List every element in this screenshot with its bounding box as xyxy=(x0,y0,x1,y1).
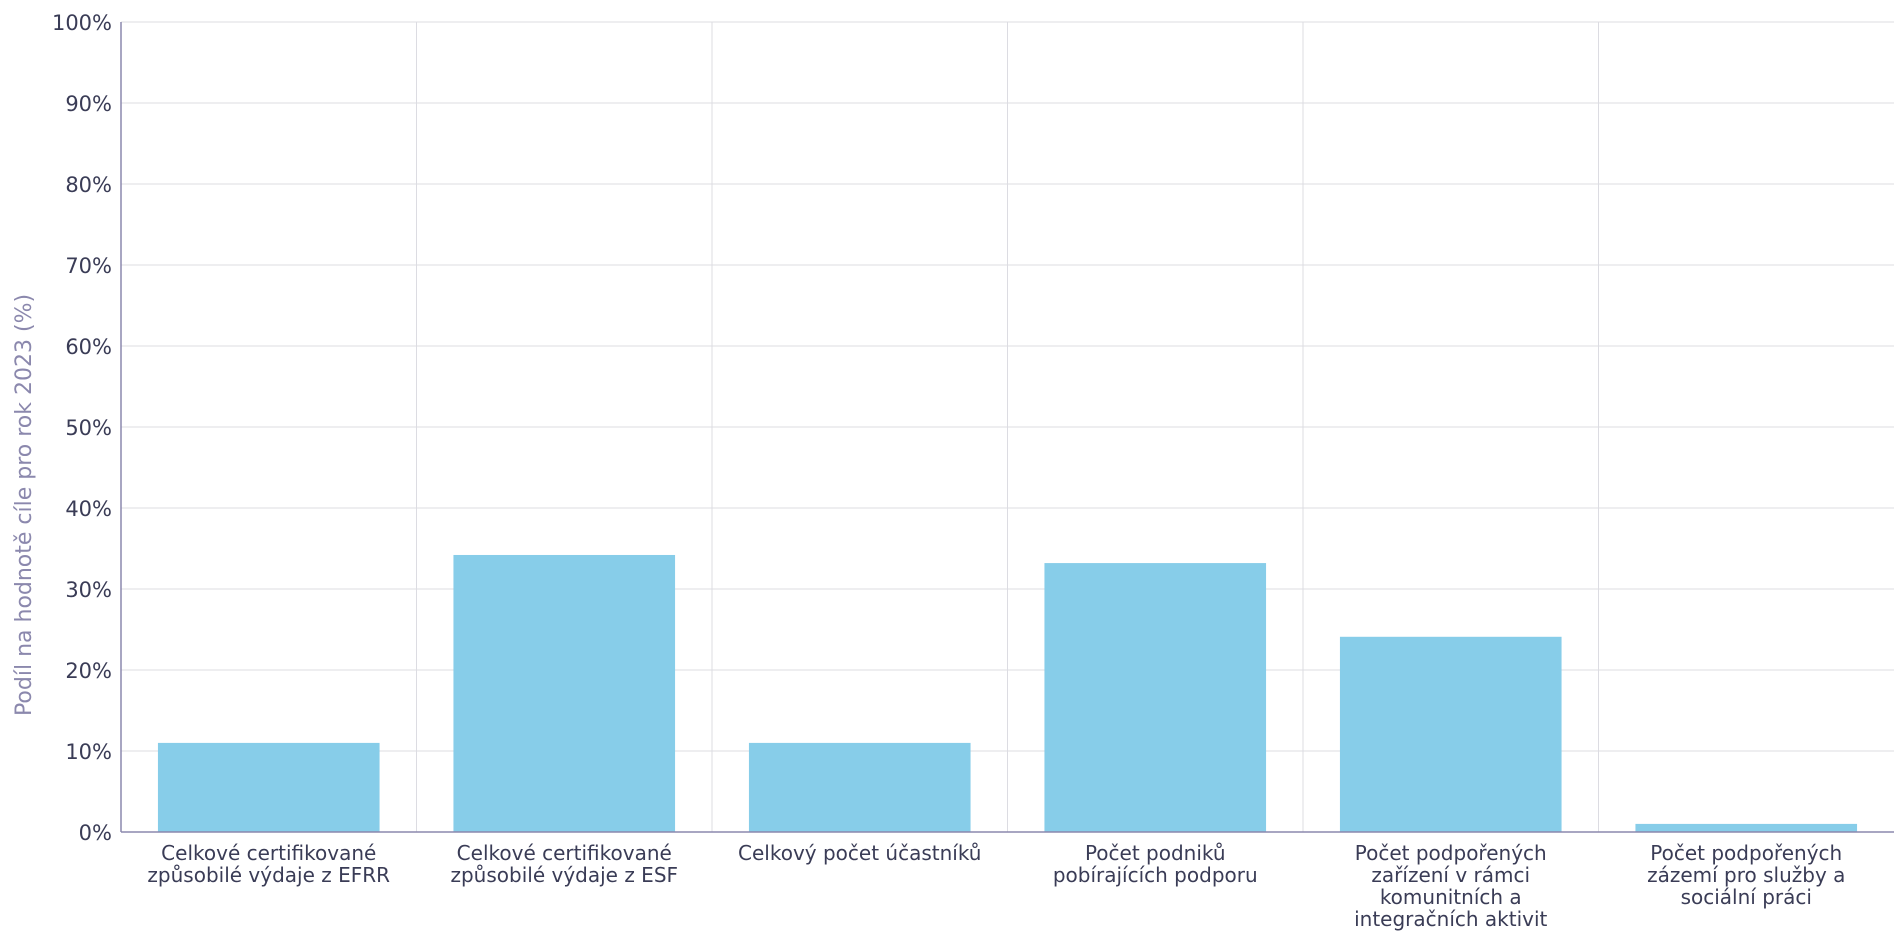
x-category-label: Celkové certifikované způsobilé výdaje z … xyxy=(147,841,390,887)
x-category-label-line: pobírajících podporu xyxy=(1053,863,1258,887)
y-tick-label: 80% xyxy=(65,173,112,197)
x-category-label-line: Počet podniků xyxy=(1085,841,1226,865)
x-category-label: Celkové certifikované způsobilé výdaje z … xyxy=(450,841,678,887)
gridlines xyxy=(121,21,1894,832)
y-tick-label: 100% xyxy=(52,11,112,35)
y-tick-label: 60% xyxy=(65,335,112,359)
x-category-label-line: integračních aktivit xyxy=(1354,907,1547,931)
y-tick-label: 0% xyxy=(79,821,112,845)
axes xyxy=(120,22,1894,833)
x-category-label-line: Počet podpořených xyxy=(1355,841,1547,865)
y-tick-label: 40% xyxy=(65,497,112,521)
y-tick-label: 70% xyxy=(65,254,112,278)
bar xyxy=(1044,563,1267,832)
x-category-label: Počet podpořených zařízení v rámci komunit… xyxy=(1354,841,1547,931)
y-tick-labels: 0% 10% 20% 30% 40% 50% 60% 70% 80% 90% 100% xyxy=(52,11,112,845)
x-category-labels: Celkové certifikované způsobilé výdaje z … xyxy=(147,841,1845,931)
x-category-label: Celkový počet účastníků xyxy=(738,841,981,865)
x-category-label: Počet podpořených zázemí pro služby a soci… xyxy=(1647,841,1845,909)
bar xyxy=(748,742,971,832)
y-tick-label: 50% xyxy=(65,416,112,440)
x-category-label-line: zázemí pro služby a xyxy=(1647,863,1845,887)
x-category-label-line: způsobilé výdaje z ESF xyxy=(450,863,678,887)
y-tick-label: 30% xyxy=(65,578,112,602)
x-category-label-line: sociální práci xyxy=(1681,885,1812,909)
y-tick-label: 20% xyxy=(65,659,112,683)
x-category-label-line: způsobilé výdaje z EFRR xyxy=(147,863,390,887)
x-category-label: Počet podniků pobírajících podporu xyxy=(1053,841,1258,887)
bars xyxy=(157,554,1858,832)
x-category-label-line: komunitních a xyxy=(1380,885,1522,909)
bar xyxy=(157,742,380,832)
bar xyxy=(453,554,676,832)
bar xyxy=(1339,636,1562,832)
y-tick-label: 90% xyxy=(65,92,112,116)
x-category-label-line: Celkový počet účastníků xyxy=(738,841,981,865)
x-category-label-line: Celkové certifikované xyxy=(161,841,376,865)
y-tick-label: 10% xyxy=(65,740,112,764)
y-axis-title: Podíl na hodnotě cíle pro rok 2023 (%) xyxy=(12,294,37,716)
bar xyxy=(1635,823,1858,832)
x-category-label-line: Počet podpořených xyxy=(1650,841,1842,865)
x-category-label-line: zařízení v rámci xyxy=(1371,863,1530,887)
x-category-label-line: Celkové certifikované xyxy=(457,841,672,865)
